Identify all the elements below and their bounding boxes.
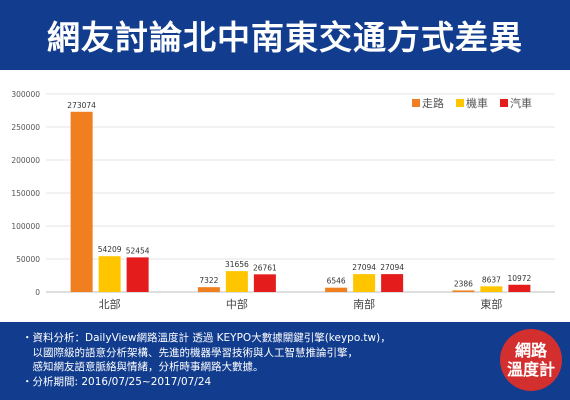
header-banner: 網友討論北中南東交通方式差異 bbox=[0, 0, 570, 70]
bar bbox=[225, 271, 248, 292]
legend-swatch bbox=[412, 99, 420, 107]
footer-line: 以國際級的語意分析架構、先進的機器學習技術與人工智慧推論引擎， bbox=[22, 346, 358, 359]
logo-text-line1: 網路 bbox=[514, 341, 547, 360]
bar bbox=[70, 111, 93, 292]
bar bbox=[98, 256, 121, 292]
y-tick-label: 100000 bbox=[11, 222, 40, 231]
data-label: 26761 bbox=[253, 263, 277, 272]
data-label: 273074 bbox=[67, 101, 96, 110]
x-tick-label: 中部 bbox=[226, 297, 248, 311]
footer-line: ・分析期間: 2016/07/25~2017/07/24 bbox=[22, 375, 212, 388]
data-label: 2386 bbox=[454, 279, 473, 288]
bar bbox=[126, 257, 149, 292]
dailyview-logo: 網路 溫度計 bbox=[500, 329, 562, 391]
data-label: 10972 bbox=[507, 274, 531, 283]
y-tick-label: 0 bbox=[35, 288, 40, 297]
data-label: 8637 bbox=[482, 275, 501, 284]
legend-swatch bbox=[500, 99, 508, 107]
legend-swatch bbox=[456, 99, 464, 107]
logo-text-line2: 溫度計 bbox=[506, 360, 555, 379]
data-label: 27094 bbox=[352, 263, 376, 272]
bar bbox=[480, 286, 503, 292]
data-label: 54209 bbox=[98, 245, 122, 254]
footer-banner: ・資料分析：DailyView網路溫度計 透過 KEYPO大數據關鍵引擎(key… bbox=[0, 322, 570, 400]
data-label: 27094 bbox=[380, 263, 404, 272]
bar bbox=[253, 274, 276, 292]
data-label: 31656 bbox=[225, 260, 249, 269]
bar bbox=[353, 274, 376, 292]
bar bbox=[325, 287, 348, 292]
x-tick-label: 北部 bbox=[99, 297, 121, 311]
y-tick-label: 250000 bbox=[11, 123, 40, 132]
bar bbox=[452, 290, 475, 292]
bar bbox=[381, 274, 404, 292]
footer-line: 感知網友語意脈絡與情緒，分析時事網路大數據。 bbox=[22, 361, 264, 373]
chart-area: 0 50000 100000 150000 200000 250000 300000 2730… bbox=[0, 70, 570, 322]
legend-label: 走路 bbox=[422, 97, 444, 110]
legend-label: 機車 bbox=[466, 96, 488, 110]
footer-notes: ・資料分析：DailyView網路溫度計 透過 KEYPO大數據關鍵引擎(key… bbox=[22, 331, 482, 389]
bar bbox=[197, 287, 220, 292]
page-title: 網友討論北中南東交通方式差異 bbox=[47, 18, 523, 57]
data-label: 7322 bbox=[199, 276, 218, 285]
data-label: 6546 bbox=[327, 277, 346, 286]
y-tick-label: 300000 bbox=[11, 90, 40, 99]
x-tick-label: 東部 bbox=[480, 297, 502, 311]
x-tick-label: 南部 bbox=[353, 297, 375, 311]
y-tick-label: 50000 bbox=[16, 255, 40, 264]
legend-label: 汽車 bbox=[510, 96, 532, 110]
bar-chart: 0 50000 100000 150000 200000 250000 300000 2730… bbox=[11, 90, 555, 311]
y-tick-label: 200000 bbox=[11, 156, 40, 165]
footer-line: ・資料分析：DailyView網路溫度計 透過 KEYPO大數據關鍵引擎(key… bbox=[22, 332, 391, 344]
bar bbox=[508, 284, 531, 292]
data-label: 52454 bbox=[126, 246, 150, 255]
y-tick-label: 150000 bbox=[11, 189, 40, 198]
